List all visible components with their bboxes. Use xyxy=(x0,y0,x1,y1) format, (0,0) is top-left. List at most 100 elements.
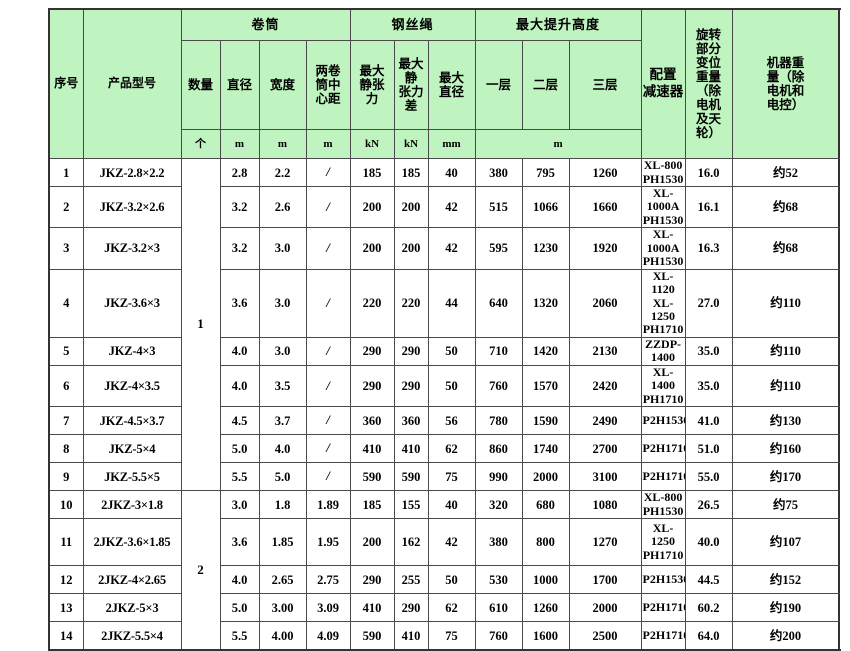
cell-machine-weight: 约130 xyxy=(731,406,840,436)
cell-drum-width: 3.0 xyxy=(258,227,307,270)
cell-model: 2JKZ-4×2.65 xyxy=(82,565,182,595)
cell-model: JKZ-5.5×5 xyxy=(82,462,182,492)
cell-rope-diameter: 75 xyxy=(427,621,476,651)
cell-drum-diameter: 3.2 xyxy=(219,185,260,229)
cell-tension-diff: 185 xyxy=(393,158,429,187)
cell-layer2: 1590 xyxy=(521,406,570,436)
specification-table: 序号 产品型号 卷筒 钢丝绳 最大提升高度 配置 减速器 旋转 部分 变位 重量 （除 电机… xyxy=(48,8,840,651)
cell-layer3: 3100 xyxy=(568,462,642,492)
cell-drum-width: 4.0 xyxy=(258,434,307,464)
table-row[interactable]: 14 2JKZ-5.5×4 5.5 4.00 4.09 590 410 75 760 1600 25… xyxy=(48,621,840,651)
unit-rope-max-diameter: mm xyxy=(427,129,476,159)
cell-layer1: 610 xyxy=(474,593,523,623)
cell-layer2: 795 xyxy=(521,158,570,187)
header-row-groups: 序号 产品型号 卷筒 钢丝绳 最大提升高度 配置 减速器 旋转 部分 变位 重量 （除 电机… xyxy=(48,8,840,159)
cell-rope-diameter: 42 xyxy=(427,518,476,567)
cell-machine-weight: 约107 xyxy=(731,518,840,567)
cell-seq: 4 xyxy=(48,268,84,338)
cell-drum-diameter: 2.8 xyxy=(219,158,260,187)
cell-tension-diff: 290 xyxy=(393,593,429,623)
cell-drum-center-distance: / xyxy=(305,227,351,270)
cell-layer3: 2000 xyxy=(568,593,642,623)
table-row[interactable]: 13 2JKZ-5×3 5.0 3.00 3.09 410 290 62 610 1260 2000… xyxy=(48,593,840,623)
cell-machine-weight: 约75 xyxy=(731,490,840,520)
cell-seq: 1 xyxy=(48,158,84,187)
col-header-rope-max-diameter-text: 最大 直径 xyxy=(439,71,465,99)
cell-drum-diameter: 4.0 xyxy=(219,565,260,595)
col-header-drum-qty: 数量 xyxy=(180,40,221,130)
cell-drum-qty-group: 2 xyxy=(180,490,221,651)
table-row[interactable]: 2 JKZ-3.2×2.6 3.2 2.6/200 200 42 515 1066 1660 XL… xyxy=(48,185,840,229)
cell-layer3: 1080 xyxy=(568,490,642,520)
cell-drum-center-distance: / xyxy=(305,406,351,436)
table-row[interactable]: 1 JKZ-2.8×2.2 1 2.8 2.2/185 185 40 380 795 1260 XL… xyxy=(48,157,840,492)
cell-static-tension: 185 xyxy=(349,158,395,187)
cell-drum-center-distance: / xyxy=(305,268,351,338)
col-header-seq: 序号 xyxy=(48,8,84,159)
cell-drum-diameter: 5.5 xyxy=(219,621,260,651)
cell-reducer: P2H1710 xyxy=(640,621,686,651)
cell-layer1: 860 xyxy=(474,434,523,464)
cell-layer1: 320 xyxy=(474,490,523,520)
cell-reducer: XL-800 PH1530 xyxy=(640,158,686,187)
cell-tension-diff: 220 xyxy=(393,268,429,338)
cell-rotating-part-weight: 55.0 xyxy=(684,462,733,492)
cell-model: JKZ-5×4 xyxy=(82,434,182,464)
cell-reducer: P2H1710 xyxy=(640,462,686,492)
cell-rope-diameter: 44 xyxy=(427,268,476,338)
cell-model: JKZ-3.6×3 xyxy=(82,268,182,338)
cell-reducer: ZZDP-1400 xyxy=(640,336,686,366)
group-header-drum: 卷筒 xyxy=(180,8,351,41)
table-row[interactable]: 9 JKZ-5.5×5 5.5 5.0/590 590 75 990 2000 3100 P2H1… xyxy=(48,462,840,492)
table-row[interactable]: 5 JKZ-4×3 4.0 3.0/290 290 50 710 1420 2130 ZZDP-1… xyxy=(48,336,840,366)
cell-drum-diameter: 3.0 xyxy=(219,490,260,520)
cell-tension-diff: 200 xyxy=(393,185,429,229)
cell-rotating-part-weight: 51.0 xyxy=(684,434,733,464)
table-row[interactable]: 7 JKZ-4.5×3.7 4.5 3.7/360 360 56 780 1590 2490 P2… xyxy=(48,406,840,436)
cell-drum-qty-group: 1 xyxy=(180,157,221,492)
cell-layer1: 515 xyxy=(474,185,523,229)
cell-tension-diff: 590 xyxy=(393,462,429,492)
cell-seq: 14 xyxy=(48,621,84,651)
cell-tension-diff: 290 xyxy=(393,364,429,408)
table-row[interactable]: 6 JKZ-4×3.5 4.0 3.5/290 290 50 760 1570 2420 XL-1… xyxy=(48,364,840,408)
cell-seq: 5 xyxy=(48,336,84,366)
cell-reducer: XL-1120 XL-1250 PH1710 xyxy=(640,268,686,338)
cell-machine-weight: 约68 xyxy=(731,185,840,229)
cell-layer2: 2000 xyxy=(521,462,570,492)
cell-rotating-part-weight: 26.5 xyxy=(684,490,733,520)
unit-drum-width: m xyxy=(258,129,307,159)
col-header-rotating-part-weight-text: 旋转 部分 变位 重量 （除 电机 及天 轮） xyxy=(696,28,722,140)
cell-layer3: 1700 xyxy=(568,565,642,595)
table-row[interactable]: 11 2JKZ-3.6×1.85 3.6 1.85 1.95 200 162 42 380 800… xyxy=(48,518,840,567)
cell-rope-diameter: 50 xyxy=(427,336,476,366)
col-header-layer1: 一层 xyxy=(474,40,523,130)
cell-reducer: XL-1000A PH1530 xyxy=(640,185,686,229)
col-header-drum-center-distance-text: 两卷 筒中 心距 xyxy=(315,64,341,106)
col-header-drum-width: 宽度 xyxy=(258,40,307,130)
cell-layer3: 2490 xyxy=(568,406,642,436)
cell-layer2: 1420 xyxy=(521,336,570,366)
cell-drum-center-distance: 2.75 xyxy=(305,565,351,595)
cell-reducer: P2H1710 xyxy=(640,434,686,464)
cell-model: JKZ-3.2×3 xyxy=(82,227,182,270)
table-row[interactable]: 8 JKZ-5×4 5.0 4.0/410 410 62 860 1740 2700 P2H171… xyxy=(48,434,840,464)
cell-drum-center-distance: / xyxy=(305,185,351,229)
cell-rotating-part-weight: 60.2 xyxy=(684,593,733,623)
cell-drum-width: 4.00 xyxy=(258,621,307,651)
cell-layer1: 780 xyxy=(474,406,523,436)
cell-reducer: P2H1530 xyxy=(640,565,686,595)
cell-machine-weight: 约52 xyxy=(731,158,840,187)
cell-rope-diameter: 75 xyxy=(427,462,476,492)
table-row[interactable]: 3 JKZ-3.2×3 3.2 3.0/200 200 42 595 1230 1920 XL-1… xyxy=(48,227,840,270)
table-row[interactable]: 12 2JKZ-4×2.65 4.0 2.65 2.75 290 255 50 530 1000 1… xyxy=(48,565,840,595)
cell-static-tension: 185 xyxy=(349,490,395,520)
cell-machine-weight: 约160 xyxy=(731,434,840,464)
table-row[interactable]: 10 2JKZ-3×1.8 2 3.0 1.8 1.89 185 155 40 320 680 108… xyxy=(48,490,840,651)
cell-rotating-part-weight: 16.1 xyxy=(684,185,733,229)
cell-drum-diameter: 3.2 xyxy=(219,227,260,270)
cell-model: JKZ-4×3.5 xyxy=(82,364,182,408)
table-row[interactable]: 4 JKZ-3.6×3 3.6 3.0/220 220 44 640 1320 2060 XL-1… xyxy=(48,268,840,338)
cell-model: JKZ-4.5×3.7 xyxy=(82,406,182,436)
cell-drum-width: 3.5 xyxy=(258,364,307,408)
